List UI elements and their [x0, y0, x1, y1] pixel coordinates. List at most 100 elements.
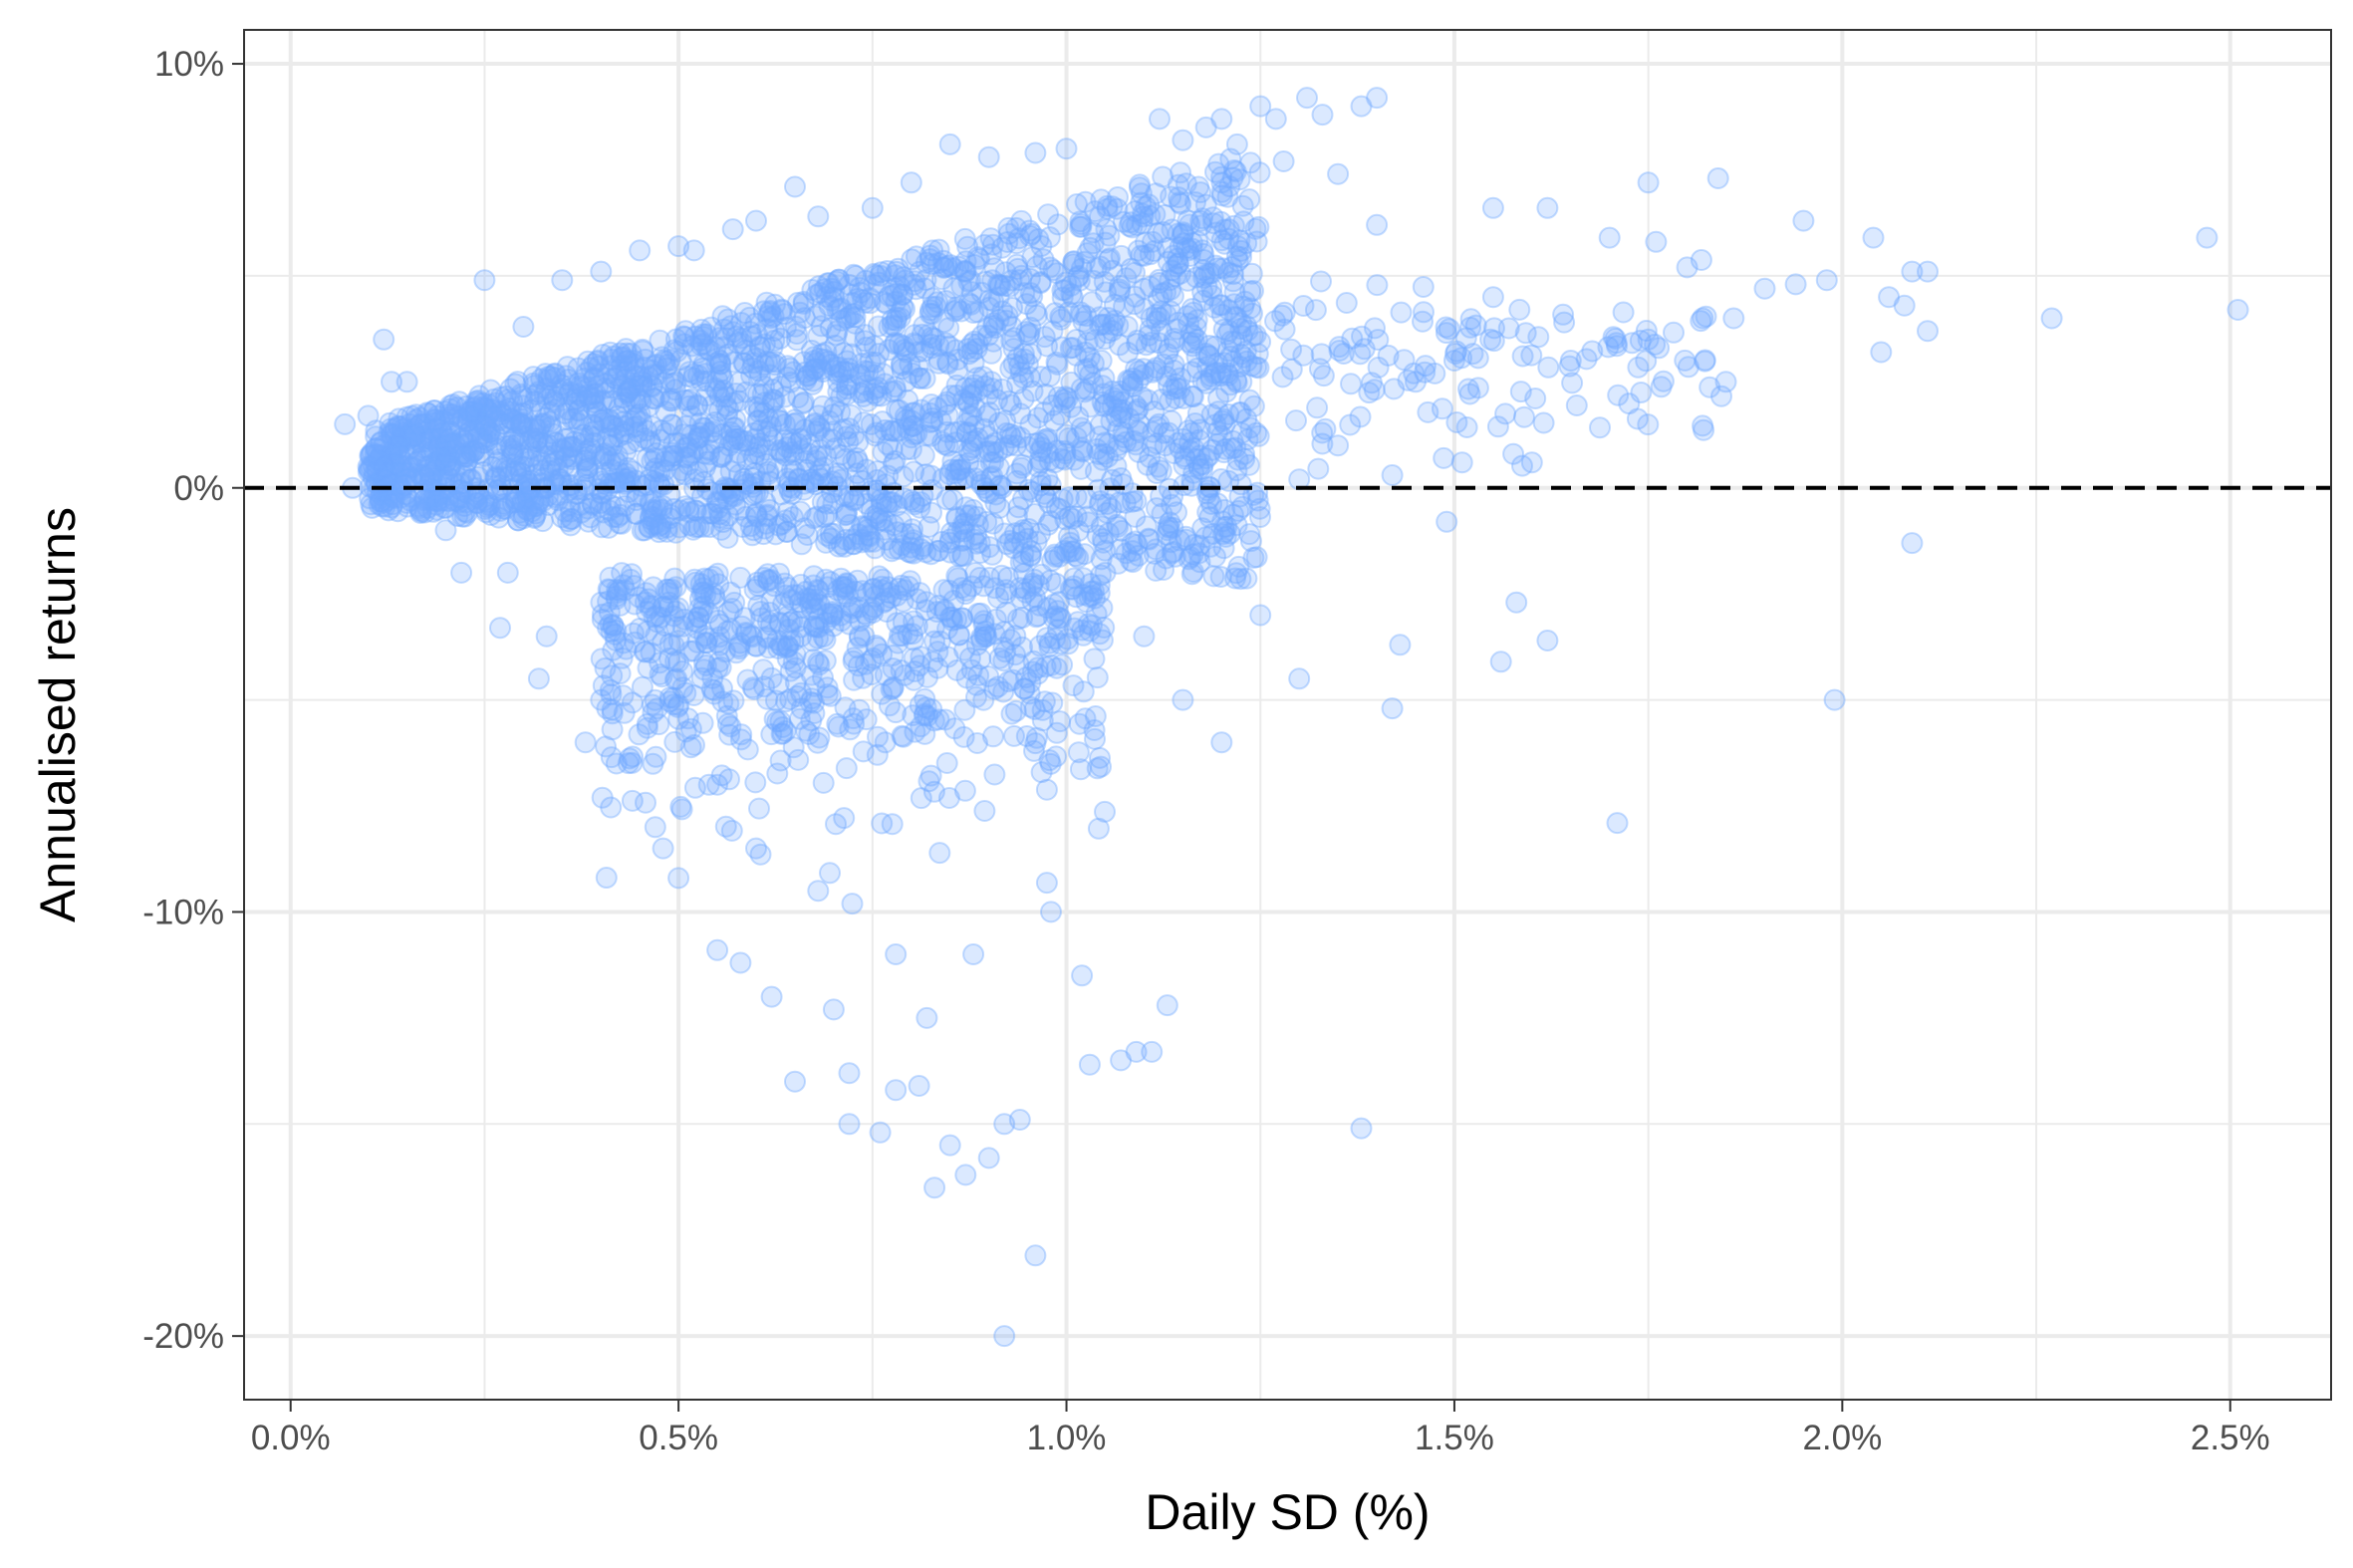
data-point-3492: [551, 269, 574, 292]
data-point-89: [876, 260, 899, 282]
data-point-164: [1065, 426, 1088, 449]
data-point-707: [934, 290, 957, 312]
data-point-572: [583, 353, 606, 376]
data-point-633: [724, 427, 747, 450]
data-point-3046: [631, 675, 654, 698]
data-point-351: [796, 524, 819, 546]
data-point-730: [864, 424, 887, 447]
data-point-2512: [648, 515, 670, 538]
data-point-2418: [1106, 513, 1128, 536]
data-point-624: [394, 425, 417, 448]
data-point-3576: [1893, 294, 1916, 317]
data-point-687: [982, 330, 1005, 353]
data-point-675: [725, 325, 748, 348]
data-point-328: [1107, 515, 1130, 538]
data-point-2543: [731, 516, 754, 538]
data-point-773: [1148, 412, 1171, 435]
data-point-2369: [567, 412, 590, 435]
data-point-3212: [607, 581, 629, 604]
data-point-2295: [581, 492, 604, 515]
data-point-3602: [915, 1006, 938, 1029]
data-point-3517: [923, 1176, 946, 1199]
data-point-711: [676, 365, 699, 388]
data-point-59: [1066, 193, 1088, 215]
data-point-2497: [543, 398, 566, 421]
data-point-3523: [993, 1325, 1016, 1348]
data-point-3192: [833, 807, 856, 830]
data-point-397: [419, 425, 441, 448]
data-point-314: [584, 383, 607, 405]
data-point-405: [1110, 405, 1132, 428]
data-point-415: [694, 385, 717, 407]
data-point-179: [492, 497, 515, 520]
data-point-366: [1146, 497, 1168, 520]
data-point-768: [477, 494, 500, 517]
data-point-82: [1044, 302, 1067, 325]
data-point-558: [513, 447, 536, 470]
data-point-172: [918, 244, 941, 267]
data-point-689: [787, 387, 810, 408]
data-point-531: [842, 303, 865, 325]
data-point-301: [673, 463, 696, 486]
data-point-251: [677, 453, 700, 476]
data-point-3489: [489, 617, 511, 640]
data-point-3510: [838, 1113, 861, 1136]
data-point-741: [689, 329, 711, 352]
data-point-3546: [1366, 87, 1389, 110]
data-point-655: [1226, 249, 1249, 272]
data-point-686: [1055, 541, 1078, 564]
data-point-4: [988, 274, 1011, 297]
data-point-2787: [748, 797, 770, 820]
data-point-575: [407, 495, 430, 518]
data-point-725: [982, 314, 1005, 337]
data-point-300: [1145, 303, 1168, 326]
x-tick-label-0: 0.0%: [251, 1419, 331, 1457]
data-point-446: [371, 495, 393, 518]
data-point-2710: [595, 867, 618, 889]
data-point-3260: [988, 647, 1011, 669]
data-point-2619: [670, 798, 693, 821]
data-point-677: [1092, 531, 1115, 554]
data-point-2452: [1217, 218, 1240, 241]
data-point-3383: [1238, 389, 1261, 411]
data-point-3499: [667, 867, 690, 890]
data-point-644: [623, 375, 646, 397]
data-point-3446: [1105, 405, 1128, 427]
data-point-428: [886, 306, 909, 329]
data-point-323: [452, 429, 475, 452]
data-point-122: [826, 298, 849, 321]
data-point-81: [465, 491, 488, 514]
data-point-313: [1170, 192, 1192, 215]
data-point-342: [557, 510, 580, 533]
data-point-605: [813, 348, 836, 371]
data-point-755: [557, 383, 580, 405]
data-point-171: [1181, 386, 1204, 408]
data-point-3588: [1210, 731, 1233, 754]
data-point-545: [747, 360, 770, 383]
data-point-2439: [1167, 252, 1189, 275]
data-point-3593: [1481, 286, 1504, 309]
data-point-214: [1076, 379, 1099, 401]
data-point-2977: [973, 800, 996, 822]
data-point-410: [954, 260, 977, 283]
data-point-281: [1158, 421, 1179, 444]
data-point-639: [526, 439, 549, 462]
data-point-255: [730, 327, 753, 350]
data-point-2332: [1216, 185, 1239, 208]
data-point-268: [489, 400, 512, 423]
data-point-225: [484, 399, 507, 421]
data-point-442: [520, 500, 543, 523]
data-point-630: [523, 507, 546, 529]
data-point-101: [744, 427, 767, 450]
data-point-295: [773, 413, 796, 435]
data-point-2360: [976, 317, 999, 339]
data-point-601: [1182, 461, 1205, 484]
data-point-135: [915, 269, 937, 291]
data-point-3485: [418, 464, 441, 486]
data-point-468: [1210, 303, 1233, 326]
data-point-554: [686, 460, 708, 483]
data-point-2421: [512, 394, 534, 417]
data-point-3275: [760, 666, 783, 689]
data-point-3219: [814, 650, 837, 672]
data-point-666: [708, 503, 731, 526]
